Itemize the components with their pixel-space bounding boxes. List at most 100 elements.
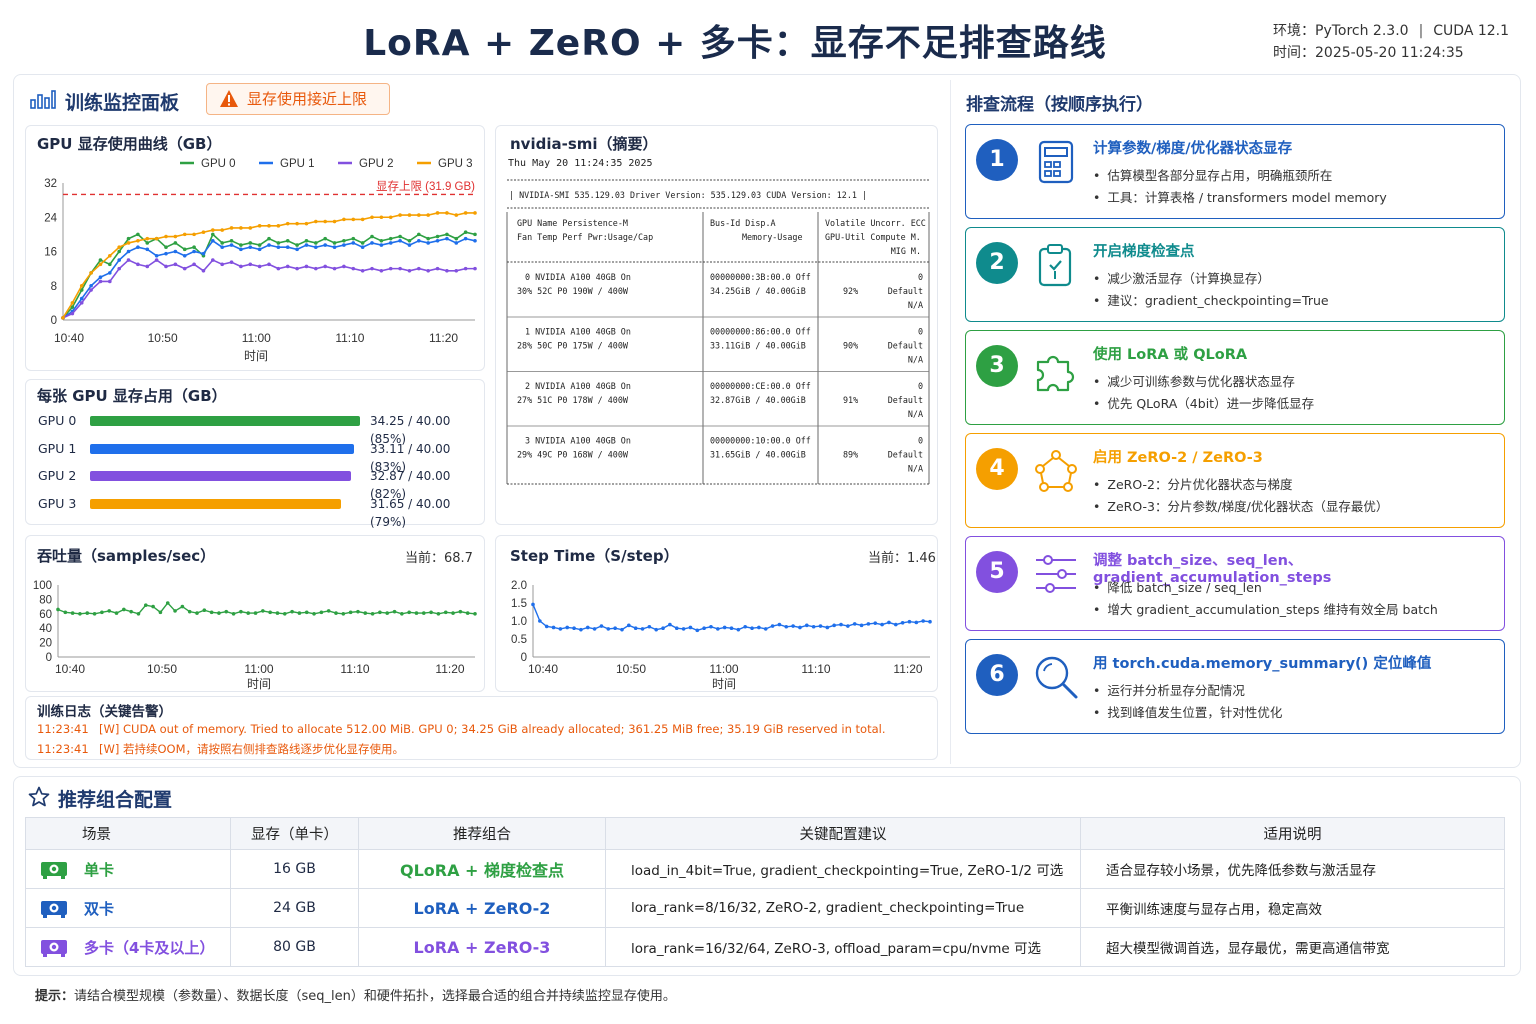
data-point bbox=[224, 609, 229, 614]
scene-name: 多卡（4卡及以上） bbox=[84, 938, 215, 957]
data-point bbox=[267, 243, 271, 247]
data-point bbox=[668, 622, 672, 627]
step-bullet: ZeRO-2：分片优化器状态与梯度 bbox=[1093, 474, 1292, 493]
data-point bbox=[239, 243, 243, 247]
tip-text: 请结合模型规模（参数量）、数据长度（seq_len）和硬件拓扑，选择最合适的组合… bbox=[74, 989, 676, 1004]
data-point bbox=[182, 253, 187, 258]
data-point bbox=[98, 258, 103, 262]
data-point bbox=[154, 236, 159, 241]
gpu-usage-row: GPU 2 32.87 / 40.00 (82%) bbox=[38, 467, 488, 501]
data-point bbox=[332, 245, 337, 250]
memory-limit-label: 显存上限 (31.9 GB) bbox=[376, 179, 475, 193]
smi-bus-id: 00000000:3B:00.0 Off bbox=[710, 272, 811, 282]
combo-cell: QLoRA + 梯度检查点 bbox=[358, 849, 606, 889]
data-point bbox=[791, 624, 795, 628]
x-tick-label: 11:10 bbox=[340, 662, 369, 676]
smi-util: 91% bbox=[843, 395, 858, 405]
log-text: [W] 若持续OOM，请按照右侧排查路线逐步优化显存使用。 bbox=[99, 742, 405, 756]
env-label: 环境： bbox=[1273, 23, 1315, 39]
smi-gpu-stats: 29% 49C P0 168W / 400W bbox=[517, 450, 629, 460]
data-point bbox=[435, 266, 440, 271]
data-point bbox=[417, 213, 421, 217]
smi-gpu-name: 1 NVIDIA A100 40GB On bbox=[525, 327, 631, 337]
x-tick-label: 11:20 bbox=[435, 662, 464, 676]
step-card-6: 6 用 torch.cuda.memory_summary() 定位峰值运行并分析… bbox=[965, 639, 1505, 734]
step-number: 5 bbox=[976, 551, 1018, 593]
data-point bbox=[257, 247, 262, 252]
data-point bbox=[454, 241, 459, 245]
data-point bbox=[220, 262, 224, 267]
data-point bbox=[627, 623, 631, 628]
log-line: 11:23:41 [W] 若持续OOM，请按照右侧排查路线逐步优化显存使用。 bbox=[37, 741, 404, 757]
data-point bbox=[117, 245, 121, 250]
data-point bbox=[129, 609, 133, 614]
data-point bbox=[108, 279, 112, 284]
x-tick-label: 11:10 bbox=[801, 662, 830, 676]
data-point bbox=[70, 301, 75, 305]
data-point bbox=[332, 219, 337, 224]
data-point bbox=[217, 611, 221, 615]
data-point bbox=[342, 217, 346, 222]
data-point bbox=[323, 219, 327, 224]
col-header: 适用说明 bbox=[1080, 817, 1505, 850]
data-point bbox=[285, 221, 290, 226]
data-point bbox=[182, 247, 187, 252]
data-point bbox=[388, 241, 393, 245]
gpu-label: GPU 3 bbox=[38, 495, 77, 511]
env-pytorch: PyTorch 2.3.0 bbox=[1315, 23, 1409, 39]
data-point bbox=[201, 251, 206, 256]
data-point bbox=[907, 619, 912, 624]
data-point bbox=[798, 625, 802, 630]
data-point bbox=[326, 609, 331, 613]
data-point bbox=[866, 622, 871, 626]
data-point bbox=[192, 245, 196, 250]
smi-gpu-name: 0 NVIDIA A100 40GB On bbox=[525, 272, 631, 282]
data-point bbox=[370, 266, 374, 271]
step-title: 用 torch.cuda.memory_summary() 定位峰值 bbox=[1093, 656, 1432, 672]
data-point bbox=[229, 260, 234, 265]
data-point bbox=[445, 211, 449, 215]
data-point bbox=[257, 243, 262, 247]
data-point bbox=[211, 232, 215, 237]
data-point bbox=[136, 262, 140, 267]
data-point bbox=[351, 241, 356, 245]
time-value: 2025-05-20 11:24:35 bbox=[1315, 45, 1464, 61]
data-point bbox=[473, 612, 477, 616]
step-bullet: 降低 batch_size / seq_len bbox=[1093, 577, 1261, 596]
data-point bbox=[859, 623, 864, 628]
data-point bbox=[379, 243, 384, 247]
data-point bbox=[126, 241, 131, 245]
data-point bbox=[846, 624, 850, 628]
scene-cell: 单卡 bbox=[25, 849, 231, 889]
data-point bbox=[98, 262, 103, 267]
data-point bbox=[173, 234, 178, 239]
data-point bbox=[164, 264, 168, 269]
smi-ecc: 0 bbox=[918, 272, 923, 282]
data-point bbox=[763, 627, 768, 631]
y-tick-label: 2.0 bbox=[511, 580, 527, 592]
smi-mig: N/A bbox=[908, 355, 923, 365]
step-bullet: ZeRO-3：分片参数/梯度/优化器状态（显存最优） bbox=[1093, 496, 1388, 515]
data-point bbox=[332, 266, 337, 271]
gpu-usage-value: 34.25 / 40.00 (85%) bbox=[370, 414, 451, 446]
gpu-card-icon bbox=[41, 901, 67, 918]
step-bullet: 建议：gradient_checkpointing=True bbox=[1093, 290, 1328, 309]
data-point bbox=[63, 610, 68, 615]
data-point bbox=[282, 612, 287, 616]
y-tick-label: 80 bbox=[39, 594, 52, 606]
data-point bbox=[388, 266, 393, 271]
data-point bbox=[421, 611, 426, 615]
data-point bbox=[297, 611, 302, 615]
smi-gpu-name: 2 NVIDIA A100 40GB On bbox=[525, 381, 631, 391]
data-point bbox=[928, 619, 932, 624]
log-time: 11:23:41 bbox=[37, 722, 89, 736]
data-point bbox=[182, 232, 187, 237]
gpu-usage-bar bbox=[90, 443, 354, 454]
data-point bbox=[276, 224, 281, 228]
data-point bbox=[100, 610, 104, 615]
data-point bbox=[314, 219, 318, 224]
data-point bbox=[465, 611, 470, 615]
step-number: 6 bbox=[976, 654, 1018, 696]
smi-ecc: 0 bbox=[918, 381, 923, 391]
y-tick-label: 20 bbox=[39, 638, 52, 650]
